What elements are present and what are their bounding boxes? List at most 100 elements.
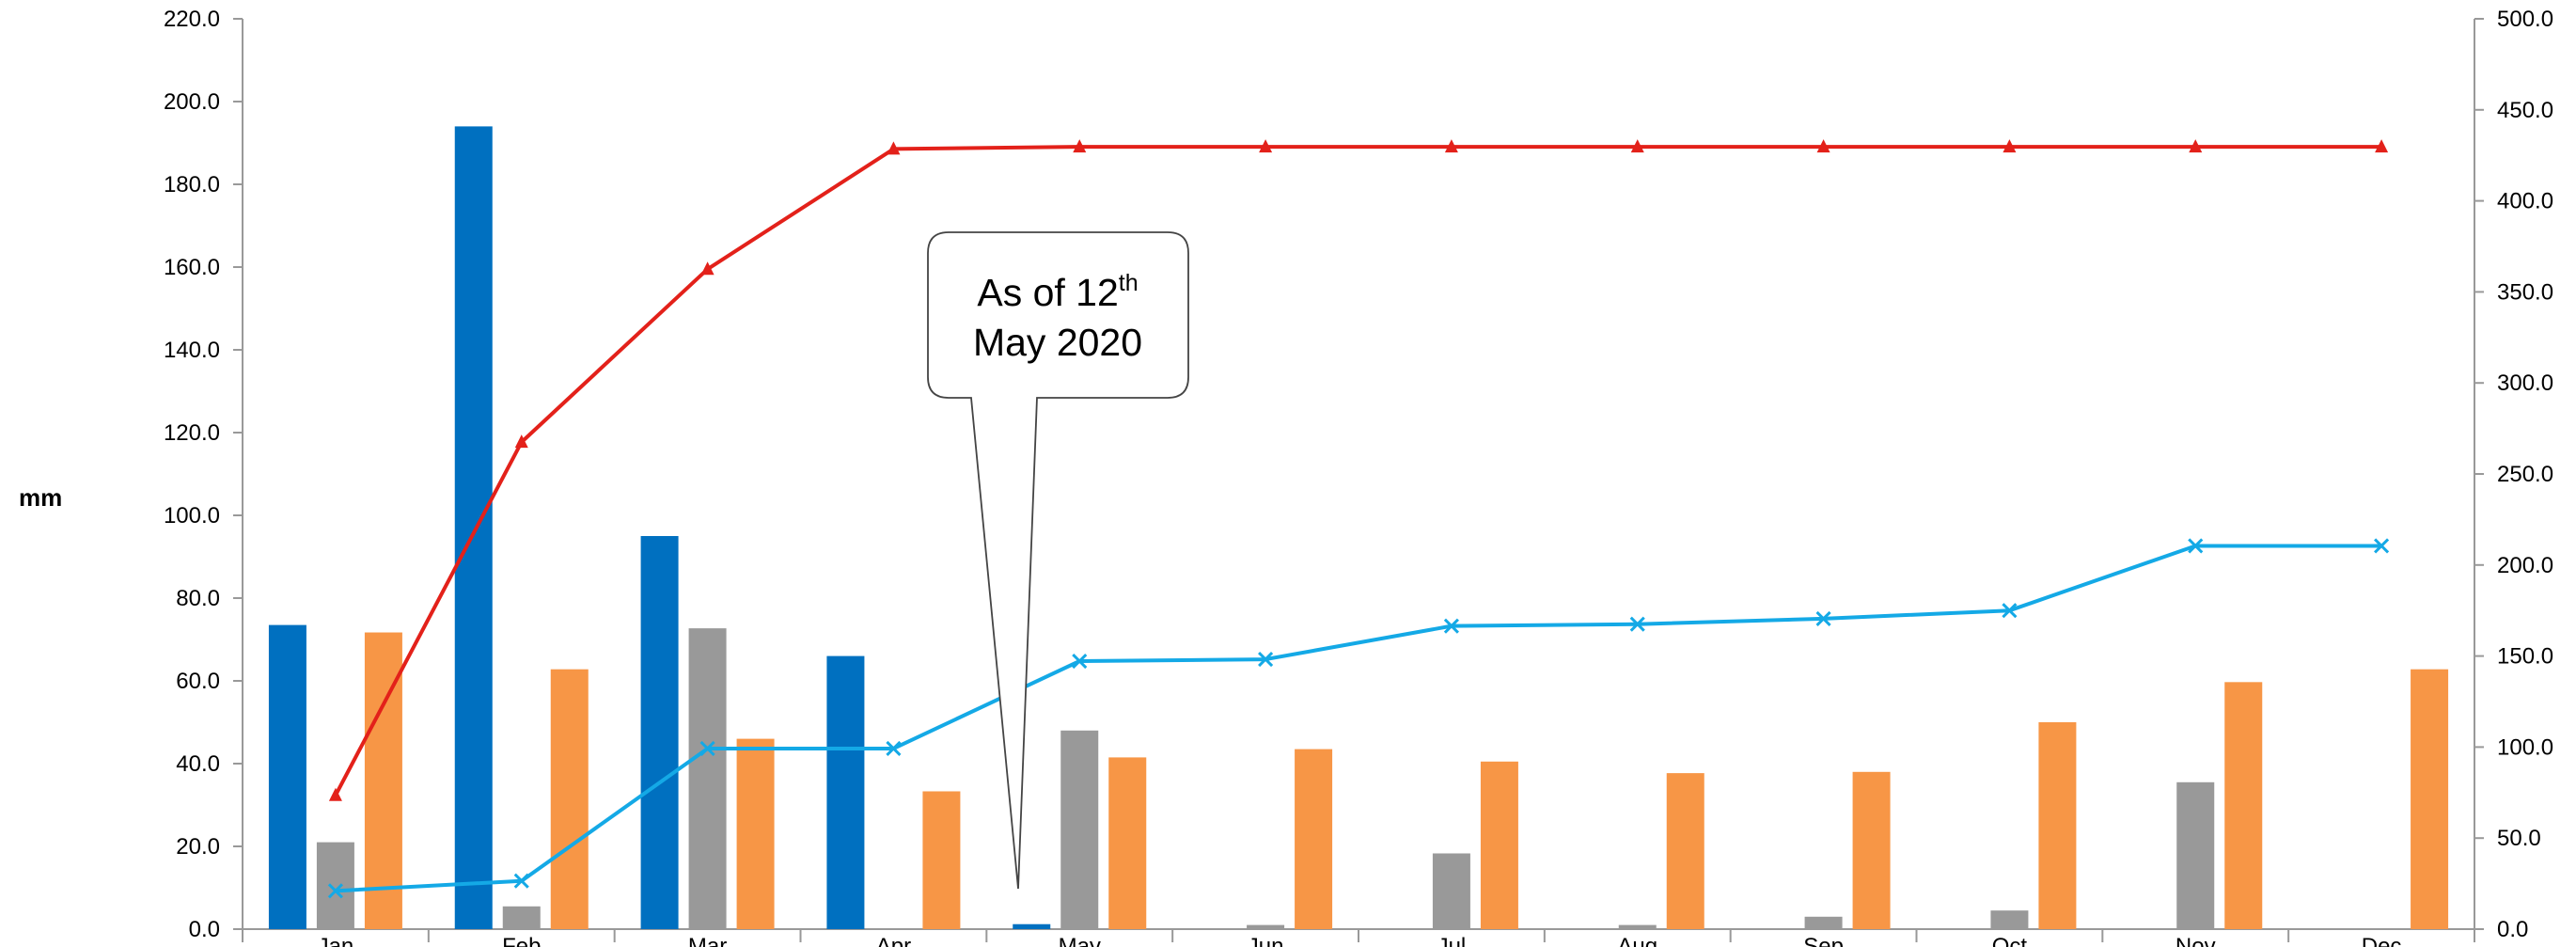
lines — [327, 139, 2390, 899]
point-marker — [513, 873, 529, 889]
bar — [1432, 853, 1470, 929]
bar — [2038, 722, 2077, 929]
bar — [688, 628, 727, 929]
callout-superscript: th — [1119, 270, 1139, 296]
bar — [2176, 781, 2215, 929]
point-marker — [514, 434, 528, 449]
annotation-callout: As of 12th May 2020 — [927, 231, 1189, 890]
bar — [1804, 916, 1843, 929]
x-tick-label: Jul — [1437, 934, 1467, 947]
left-tick-label: 200.0 — [164, 89, 220, 115]
series-line — [334, 145, 2382, 797]
left-tick-label: 180.0 — [164, 172, 220, 197]
point-marker — [2188, 538, 2204, 554]
right-tick-label: 500.0 — [2497, 7, 2553, 32]
point-marker — [328, 787, 342, 801]
left-tick-label: 20.0 — [176, 834, 220, 860]
bar — [826, 655, 865, 929]
bar — [1108, 757, 1147, 929]
point-marker — [1630, 139, 1644, 153]
left-tick-label: 140.0 — [164, 338, 220, 363]
point-marker — [1258, 652, 1274, 668]
bar — [1013, 923, 1051, 929]
x-tick-label: Nov — [2175, 934, 2216, 947]
bars — [268, 126, 2449, 929]
point-marker — [2189, 139, 2203, 153]
callout-line1: As of 12th — [977, 270, 1138, 314]
point-marker — [1072, 653, 1088, 670]
x-tick-label: Aug — [1617, 934, 1657, 947]
point-marker — [1073, 139, 1087, 153]
x-tick-label: Apr — [876, 934, 911, 947]
callout-shape — [927, 231, 1189, 890]
bar — [268, 624, 306, 929]
right-tick-label: 50.0 — [2497, 826, 2541, 851]
bar — [550, 669, 589, 929]
bar — [1060, 730, 1099, 929]
left-tick-label: 40.0 — [176, 751, 220, 777]
bar — [1618, 924, 1657, 929]
right-tick-label: 0.0 — [2497, 917, 2528, 942]
right-tick-label: 300.0 — [2497, 371, 2553, 396]
point-marker — [886, 740, 902, 757]
bar — [922, 791, 961, 929]
left-tick-label: 120.0 — [164, 420, 220, 446]
point-marker — [2002, 603, 2018, 619]
bar — [1666, 773, 1704, 929]
right-tick-label: 200.0 — [2497, 553, 2553, 578]
bar — [502, 906, 541, 929]
bar — [1295, 749, 1333, 929]
right-tick-label: 250.0 — [2497, 462, 2553, 487]
point-marker — [2375, 139, 2389, 153]
right-axis-ticks: 0.0 50.0 100.0 150.0 200.0 250.0 300.0 350.0 400… — [2474, 7, 2553, 942]
bar — [1852, 771, 1891, 929]
point-marker — [1443, 618, 1459, 634]
x-tick-label: Dec — [2362, 934, 2402, 947]
point-marker — [1259, 139, 1273, 153]
x-tick-label: Sep — [1803, 934, 1844, 947]
bar — [454, 126, 493, 929]
point-marker — [699, 740, 715, 757]
point-marker — [700, 261, 715, 276]
bar — [1480, 761, 1518, 929]
point-marker — [1816, 139, 1830, 153]
point-marker — [327, 883, 343, 899]
left-axis-ticks: 0.0 20.0 40.0 60.0 80.0 100.0 120.0 140.0 160.0 1… — [164, 7, 243, 942]
right-tick-label: 350.0 — [2497, 279, 2553, 305]
callout-line2: May 2020 — [973, 321, 1142, 364]
x-tick-label: May — [1059, 934, 1101, 947]
left-tick-label: 160.0 — [164, 255, 220, 280]
bar — [2224, 682, 2263, 929]
bar — [736, 738, 775, 929]
callout-line1-main: As of 12 — [977, 271, 1118, 314]
left-tick-label: 220.0 — [164, 7, 220, 32]
right-tick-label: 100.0 — [2497, 734, 2553, 760]
left-tick-label: 60.0 — [176, 669, 220, 694]
point-marker — [1444, 139, 1458, 153]
y-axis-title: mm — [19, 483, 62, 512]
point-marker — [2003, 139, 2017, 153]
x-tick-label: Feb — [502, 934, 541, 947]
point-marker — [887, 141, 901, 155]
x-axis-ticks: Jan Feb Mar Apr May Jun Jul Aug Sep Oct Nov Dec — [242, 929, 2475, 947]
left-tick-label: 100.0 — [164, 503, 220, 529]
right-tick-label: 150.0 — [2497, 644, 2553, 670]
bar — [1990, 910, 2029, 929]
right-tick-label: 400.0 — [2497, 189, 2553, 214]
bar — [316, 842, 354, 929]
x-tick-label: Jan — [318, 934, 354, 947]
bar — [640, 536, 679, 929]
series-line — [335, 544, 2382, 893]
right-tick-label: 450.0 — [2497, 98, 2553, 123]
bar — [1247, 924, 1285, 929]
bar — [2411, 669, 2449, 929]
left-tick-label: 80.0 — [176, 586, 220, 611]
x-tick-label: Mar — [688, 934, 727, 947]
point-marker — [1629, 616, 1645, 632]
left-tick-label: 0.0 — [189, 917, 220, 942]
x-tick-label: Jun — [1248, 934, 1284, 947]
x-tick-label: Oct — [1992, 934, 2028, 947]
point-marker — [2374, 538, 2390, 554]
point-marker — [1815, 610, 1831, 626]
